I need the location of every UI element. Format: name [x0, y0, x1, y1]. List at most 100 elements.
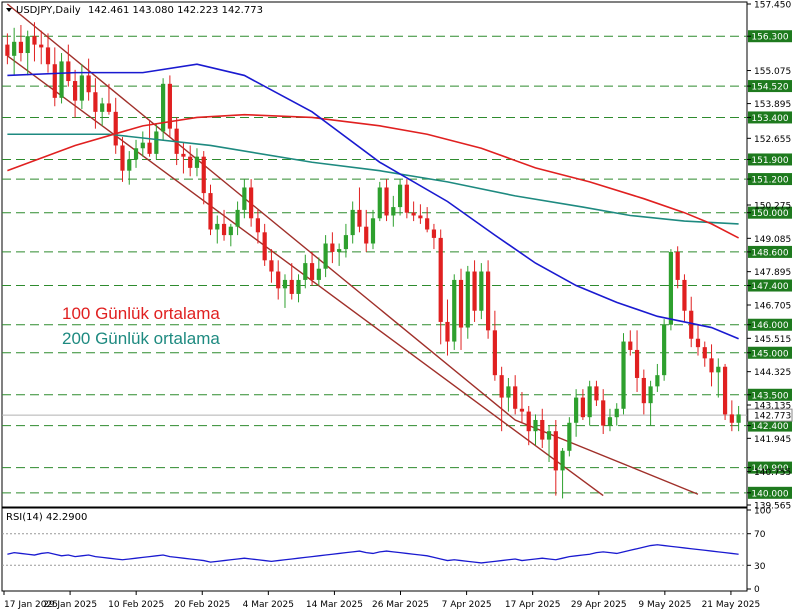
candle-body — [276, 271, 281, 289]
date-tick-label: 7 Apr 2025 — [442, 600, 492, 610]
collapse-triangle-icon[interactable] — [6, 8, 12, 12]
price-tick-label: 153.895 — [754, 100, 791, 110]
price-tick-label: 149.085 — [754, 235, 791, 245]
candle-body — [404, 184, 409, 213]
candle-body — [120, 145, 125, 171]
candle-body — [343, 235, 349, 250]
candle-body — [655, 375, 660, 387]
candle-body — [39, 44, 44, 48]
candle-body — [526, 411, 531, 432]
candle-body — [418, 215, 423, 219]
date-tick-label: 17 Apr 2025 — [505, 600, 561, 610]
candle-body — [465, 271, 470, 328]
candle-body — [262, 232, 267, 261]
rsi-indicator: 100 70 30 0 — [2, 507, 771, 595]
price-axis: 156.300 154.520 153.400 151.900 151.200 150.0… — [747, 1, 793, 512]
candle-body — [79, 75, 84, 101]
candle-body — [506, 386, 511, 398]
candle-body — [641, 377, 646, 404]
candle-body — [377, 187, 382, 219]
candle-body — [709, 358, 714, 373]
rsi-panel-frame — [1, 507, 748, 592]
price-tick-label: 143.135 — [754, 401, 791, 411]
price-tick-label: 141.945 — [754, 435, 791, 445]
date-tick-label: 29 Apr 2025 — [571, 600, 627, 610]
price-tick-label: 147.895 — [754, 268, 791, 278]
candle-body — [458, 279, 464, 328]
candle-body — [621, 341, 626, 409]
price-tick-label: 140.755 — [754, 468, 791, 478]
candle-body — [12, 41, 17, 56]
date-tick-label: 4 Mar 2025 — [243, 600, 294, 610]
level-label-box — [748, 173, 792, 186]
candle-body — [100, 103, 105, 112]
candle-body — [228, 226, 233, 236]
symbol-label: USDJPY,Daily — [16, 5, 81, 16]
date-tick-label: 9 May 2025 — [638, 600, 691, 610]
level-label: 143.500 — [751, 391, 788, 401]
candle-body — [601, 400, 606, 426]
level-label-box — [748, 461, 792, 474]
candle-body — [5, 44, 10, 56]
ma100-line — [7, 113, 739, 239]
candle-body — [323, 243, 328, 269]
candle-body — [215, 223, 220, 230]
price-tick-label: 145.515 — [754, 335, 791, 345]
price-tick-label: 155.075 — [754, 67, 791, 77]
candle-body — [52, 64, 57, 98]
candle-body — [18, 41, 24, 54]
date-tick-label: 29 Jan 2025 — [43, 600, 97, 610]
candle-body — [59, 61, 64, 98]
candle-body — [425, 218, 430, 230]
candle-body — [722, 366, 728, 415]
candle-body — [634, 349, 640, 378]
candle-body — [357, 209, 362, 227]
candle-body — [249, 187, 254, 219]
level-label-box — [748, 388, 792, 401]
candle-body — [269, 260, 274, 272]
candle-body — [147, 142, 152, 154]
candle-body — [472, 271, 477, 311]
candle-body — [397, 184, 403, 208]
date-tick-label: 20 Feb 2025 — [174, 600, 230, 610]
level-label: 151.900 — [751, 156, 788, 166]
candle-body — [221, 223, 227, 236]
candle-body — [337, 249, 342, 252]
rsi-tick-label: 30 — [754, 562, 766, 572]
candle-body — [32, 36, 37, 45]
level-label: 140.900 — [751, 464, 788, 474]
level-label: 148.600 — [751, 248, 788, 258]
candle-body — [201, 156, 206, 194]
candle-body — [282, 279, 288, 289]
price-tick-label: 152.655 — [754, 135, 791, 145]
candle-body — [675, 251, 680, 280]
candle-body — [479, 271, 484, 311]
level-label-box — [748, 30, 792, 43]
candle-body — [662, 324, 667, 376]
candle-body — [154, 131, 159, 154]
candle-body — [45, 47, 51, 65]
candle-body — [411, 212, 416, 216]
moving-averages — [7, 63, 739, 340]
candle-body — [682, 279, 687, 311]
level-label: 146.000 — [751, 321, 788, 331]
candle-body — [431, 229, 437, 238]
candle-body — [255, 218, 260, 233]
candle-body — [181, 153, 186, 157]
candle-body — [445, 321, 450, 342]
candle-body — [106, 103, 112, 112]
candle-body — [492, 330, 497, 376]
candle-body — [133, 148, 139, 160]
level-label: 153.400 — [751, 114, 788, 124]
candle-body — [316, 268, 321, 280]
rsi-tick-label: 100 — [754, 507, 771, 517]
candle-body — [668, 251, 674, 325]
candle-body — [736, 414, 741, 423]
ohlc-readout: 142.461 143.080 142.223 142.773 — [88, 5, 263, 16]
rsi-tick-label: 70 — [754, 530, 766, 540]
candle-body — [309, 263, 315, 280]
level-label: 154.520 — [751, 83, 788, 93]
candle-body — [533, 419, 538, 432]
